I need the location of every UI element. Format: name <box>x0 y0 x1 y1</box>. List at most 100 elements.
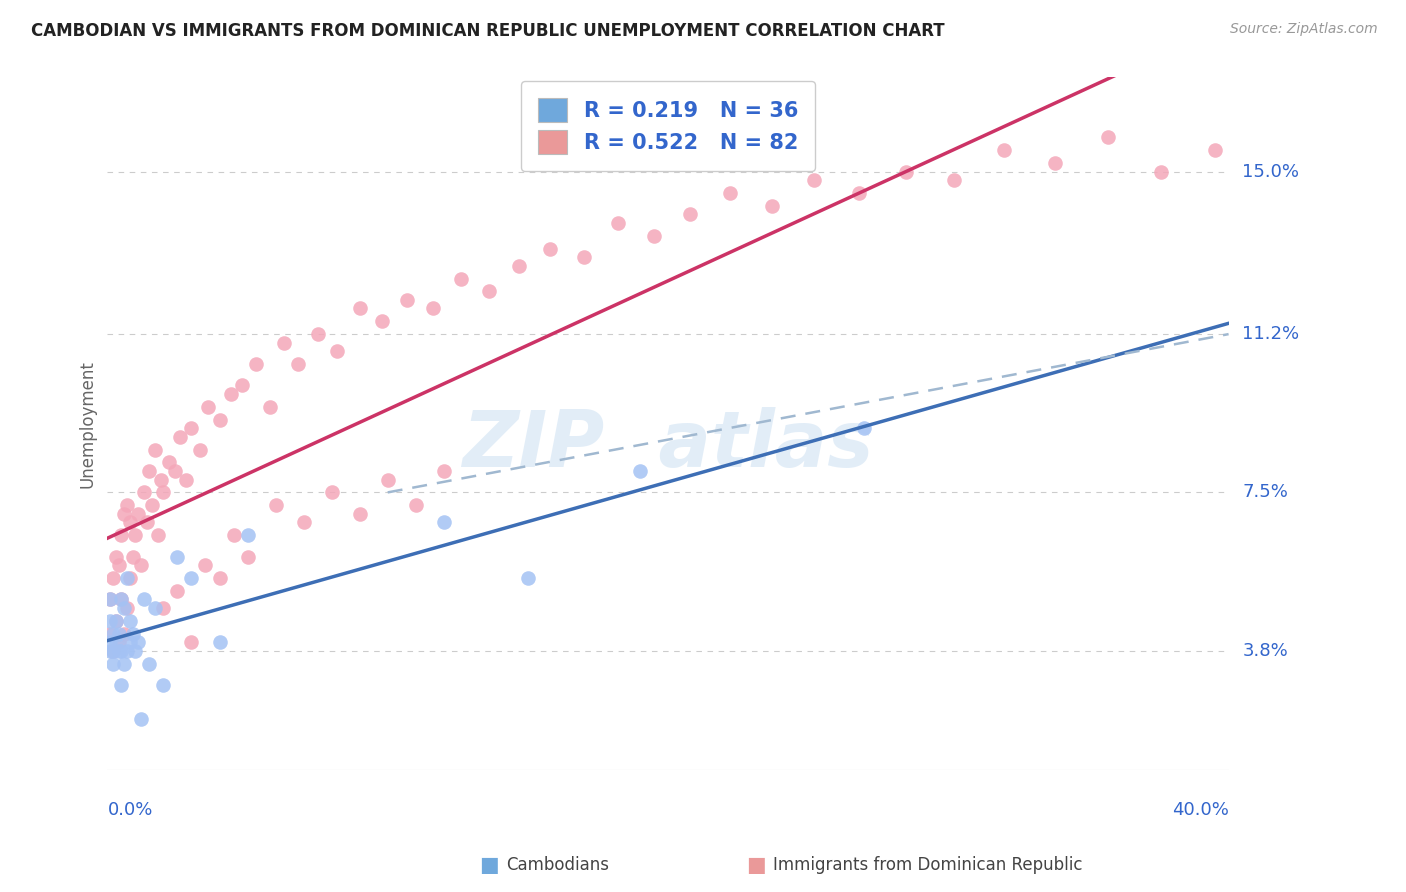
Point <box>107 626 129 640</box>
Point <box>803 173 825 187</box>
Point <box>896 164 918 178</box>
Point <box>101 626 124 640</box>
Point <box>180 635 202 649</box>
Point <box>152 678 174 692</box>
Point <box>98 635 121 649</box>
Point <box>718 186 741 200</box>
Point <box>152 485 174 500</box>
Point <box>377 473 399 487</box>
Point <box>993 143 1015 157</box>
Point <box>112 657 135 671</box>
Point <box>110 592 132 607</box>
Point <box>98 592 121 607</box>
Point <box>307 327 329 342</box>
Point <box>264 498 287 512</box>
Point <box>396 293 419 307</box>
Point <box>127 635 149 649</box>
Point <box>219 387 242 401</box>
Point <box>433 516 456 530</box>
Point <box>516 571 538 585</box>
Point <box>143 442 166 457</box>
Point <box>118 571 141 585</box>
Point <box>197 400 219 414</box>
Point <box>508 259 530 273</box>
Text: 7.5%: 7.5% <box>1243 483 1288 501</box>
Point <box>98 643 121 657</box>
Point <box>110 643 132 657</box>
Point <box>138 657 160 671</box>
Point <box>115 601 138 615</box>
Text: Source: ZipAtlas.com: Source: ZipAtlas.com <box>1230 22 1378 37</box>
Text: Immigrants from Dominican Republic: Immigrants from Dominican Republic <box>773 856 1083 874</box>
Point <box>127 507 149 521</box>
Point <box>292 516 315 530</box>
Point <box>236 549 259 564</box>
Point <box>110 528 132 542</box>
Point <box>101 643 124 657</box>
Point <box>761 199 783 213</box>
Point <box>208 635 231 649</box>
Point <box>141 498 163 512</box>
Point <box>104 614 127 628</box>
Point <box>1150 164 1173 178</box>
Text: Cambodians: Cambodians <box>506 856 609 874</box>
Point <box>110 678 132 692</box>
Point <box>157 455 180 469</box>
Point <box>848 186 870 200</box>
Point <box>180 571 202 585</box>
Point <box>135 516 157 530</box>
Point <box>101 657 124 671</box>
Point <box>118 635 141 649</box>
Point <box>1204 143 1226 157</box>
Point <box>132 485 155 500</box>
Point <box>643 228 665 243</box>
Point <box>121 626 143 640</box>
Point <box>124 528 146 542</box>
Point <box>129 712 152 726</box>
Text: 40.0%: 40.0% <box>1171 801 1229 819</box>
Point <box>115 643 138 657</box>
Point <box>208 412 231 426</box>
Point <box>572 250 595 264</box>
Point <box>245 357 267 371</box>
Point <box>104 635 127 649</box>
Text: ■: ■ <box>747 855 766 875</box>
Point <box>98 614 121 628</box>
Point <box>679 207 702 221</box>
Point <box>259 400 281 414</box>
Point <box>118 614 141 628</box>
Point <box>124 643 146 657</box>
Point <box>98 592 121 607</box>
Point <box>180 421 202 435</box>
Legend: R = 0.219   N = 36, R = 0.522   N = 82: R = 0.219 N = 36, R = 0.522 N = 82 <box>522 81 814 170</box>
Point <box>1043 156 1066 170</box>
Point <box>107 558 129 573</box>
Point <box>166 583 188 598</box>
Text: 0.0%: 0.0% <box>107 801 153 819</box>
Point <box>143 601 166 615</box>
Point <box>222 528 245 542</box>
Point <box>98 626 121 640</box>
Point <box>236 528 259 542</box>
Text: 3.8%: 3.8% <box>1243 641 1288 660</box>
Point <box>115 498 138 512</box>
Point <box>121 549 143 564</box>
Point <box>478 285 501 299</box>
Point <box>112 626 135 640</box>
Point <box>538 242 561 256</box>
Point <box>163 464 186 478</box>
Point <box>101 571 124 585</box>
Point <box>942 173 965 187</box>
Point <box>1097 130 1119 145</box>
Point <box>853 421 876 435</box>
Point <box>349 301 371 316</box>
Point <box>107 643 129 657</box>
Point <box>321 485 343 500</box>
Point <box>231 378 253 392</box>
Point <box>146 528 169 542</box>
Text: CAMBODIAN VS IMMIGRANTS FROM DOMINICAN REPUBLIC UNEMPLOYMENT CORRELATION CHART: CAMBODIAN VS IMMIGRANTS FROM DOMINICAN R… <box>31 22 945 40</box>
Point <box>129 558 152 573</box>
Y-axis label: Unemployment: Unemployment <box>79 360 96 488</box>
Point <box>287 357 309 371</box>
Point <box>405 498 427 512</box>
